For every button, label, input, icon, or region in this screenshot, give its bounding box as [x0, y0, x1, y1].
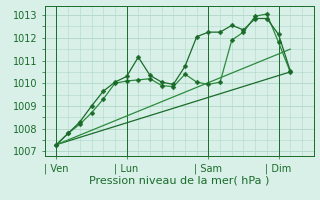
X-axis label: Pression niveau de la mer( hPa ): Pression niveau de la mer( hPa ): [89, 176, 269, 186]
